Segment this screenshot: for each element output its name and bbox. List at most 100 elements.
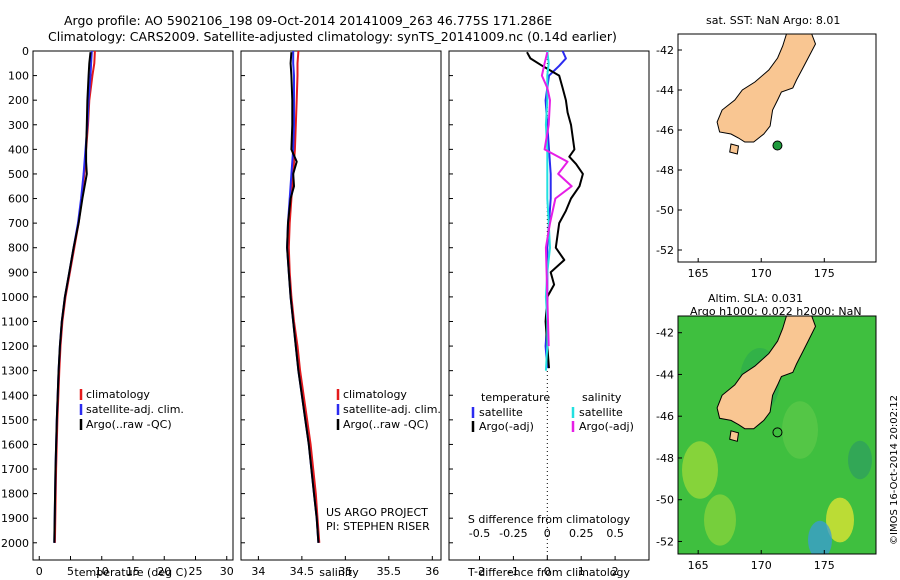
sst-map: -42 -44 -46 -48 -50 -52 165 170 175 (656, 33, 877, 280)
x-tick-label: 15 (126, 565, 140, 578)
map-x-tick-label: 165 (688, 559, 709, 572)
y-tick-label: 1500 (1, 414, 29, 427)
map-x-tick-label: 170 (751, 559, 772, 572)
series-line-4 (540, 51, 573, 347)
map-x-tick-label: 170 (751, 267, 772, 280)
y-tick-label: 1700 (1, 463, 29, 476)
x-tick-label: 30 (220, 565, 234, 578)
legend-label: satellite-adj. clim. (343, 403, 441, 416)
series-line-3 (53, 52, 92, 543)
legend-label: Argo(..raw -QC) (86, 418, 172, 431)
x-tick-label: 35.5 (377, 565, 402, 578)
argo-float-marker (772, 140, 783, 151)
y-tick-label: 100 (8, 70, 29, 83)
x-axis-label: T difference from climatology (467, 566, 630, 579)
y-tick-label: 700 (8, 217, 29, 230)
map-content (716, 34, 817, 155)
series-line-2 (526, 51, 584, 369)
legend-title-temperature: temperature (481, 391, 550, 404)
legend-title-salinity: salinity (582, 391, 622, 404)
profile-panel-3: -2 -1 0 1 2T difference from climatology -0.5… (448, 50, 650, 579)
x-tick-label: 10 (95, 565, 109, 578)
map-frame (677, 315, 877, 555)
map-content (678, 316, 876, 554)
y-tick-label: 200 (8, 94, 29, 107)
x-tick-label: -1 (508, 565, 519, 578)
salinity-tick-label: 0.5 (606, 527, 624, 540)
south-island-landmass (716, 34, 817, 143)
x-tick-label: 0 (36, 565, 43, 578)
legend-label: satellite (479, 406, 523, 419)
y-tick-label: 1300 (1, 365, 29, 378)
map-y-tick-label: -52 (656, 244, 674, 257)
y-tick-label: 1100 (1, 315, 29, 328)
legend-label: Argo(-adj) (579, 420, 634, 433)
x-tick-label: 1 (578, 565, 585, 578)
map-y-tick-label: -50 (656, 204, 674, 217)
y-tick-label: 1900 (1, 512, 29, 525)
map-y-tick-label: -42 (656, 44, 674, 57)
legend-label: Argo(..raw -QC) (343, 418, 429, 431)
y-tick-label: 1800 (1, 488, 29, 501)
x-tick-label: 2 (612, 565, 619, 578)
map-y-tick-label: -48 (656, 452, 674, 465)
map-y-tick-label: -48 (656, 164, 674, 177)
x-tick-label: 5 (67, 565, 74, 578)
x-axis-label: salinity (319, 566, 359, 579)
salinity-tick-label: -0.5 (469, 527, 490, 540)
map-y-tick-label: -42 (656, 327, 674, 340)
project-annotation: US ARGO PROJECT (326, 506, 428, 519)
map-y-tick-label: -44 (656, 84, 674, 97)
sla-anomaly-patch (682, 441, 718, 499)
map-y-tick-label: -52 (656, 535, 674, 548)
sla-anomaly-patch (808, 520, 832, 554)
x-tick-label: 20 (157, 565, 171, 578)
salinity-tick-label: -0.25 (499, 527, 527, 540)
figure-subtitle: Climatology: CARS2009. Satellite-adjuste… (48, 29, 617, 44)
y-tick-label: 600 (8, 193, 29, 206)
x-tick-label: 34 (251, 565, 265, 578)
y-tick-label: 800 (8, 242, 29, 255)
stewart-island-landmass (729, 430, 740, 442)
south-island-landmass (716, 316, 817, 430)
steric-height-label: Argo h1000: 0.022 h2000: NaN (690, 305, 862, 318)
legend-label: climatology (86, 388, 150, 401)
y-tick-label: 400 (8, 143, 29, 156)
sla-anomaly-patch (704, 494, 736, 546)
y-tick-label: 1200 (1, 340, 29, 353)
y-tick-label: 1600 (1, 438, 29, 451)
map-x-tick-label: 165 (688, 267, 709, 280)
x-tick-label: 34.5 (290, 565, 315, 578)
map-frame (677, 33, 877, 263)
y-tick-label: 2000 (1, 537, 29, 550)
sla-anomaly-patch (848, 440, 872, 480)
argo-float-marker (772, 427, 783, 438)
map-y-tick-label: -50 (656, 494, 674, 507)
x-axis-label: temperature (deg C) (74, 566, 187, 579)
y-tick-label: 900 (8, 266, 29, 279)
x-tick-label: 0 (544, 565, 551, 578)
map-x-tick-label: 175 (814, 267, 835, 280)
salinity-tick-label: 0.25 (569, 527, 594, 540)
legend-label: satellite (579, 406, 623, 419)
x-tick-label: -2 (474, 565, 485, 578)
series-line-3 (286, 52, 320, 543)
x-tick-label: 25 (189, 565, 203, 578)
y-tick-label: 1400 (1, 389, 29, 402)
pi-annotation: PI: STEPHEN RISER (326, 520, 430, 533)
sla-map: -42 -44 -46 -48 -50 -52 165 170 175 (656, 315, 877, 572)
map-y-tick-label: -46 (656, 124, 674, 137)
stewart-island-landmass (729, 143, 740, 155)
sla-anomaly-patch (826, 497, 854, 543)
legend-label: climatology (343, 388, 407, 401)
map-y-tick-label: -44 (656, 368, 674, 381)
legend-label: satellite-adj. clim. (86, 403, 184, 416)
y-tick-label: 1000 (1, 291, 29, 304)
map-x-tick-label: 175 (814, 559, 835, 572)
sla-anomaly-patch (782, 401, 818, 459)
map-y-tick-label: -46 (656, 410, 674, 423)
sst-map-label: sat. SST: NaN Argo: 8.01 (706, 14, 841, 27)
sla-map-label: Altim. SLA: 0.031 (708, 292, 804, 305)
